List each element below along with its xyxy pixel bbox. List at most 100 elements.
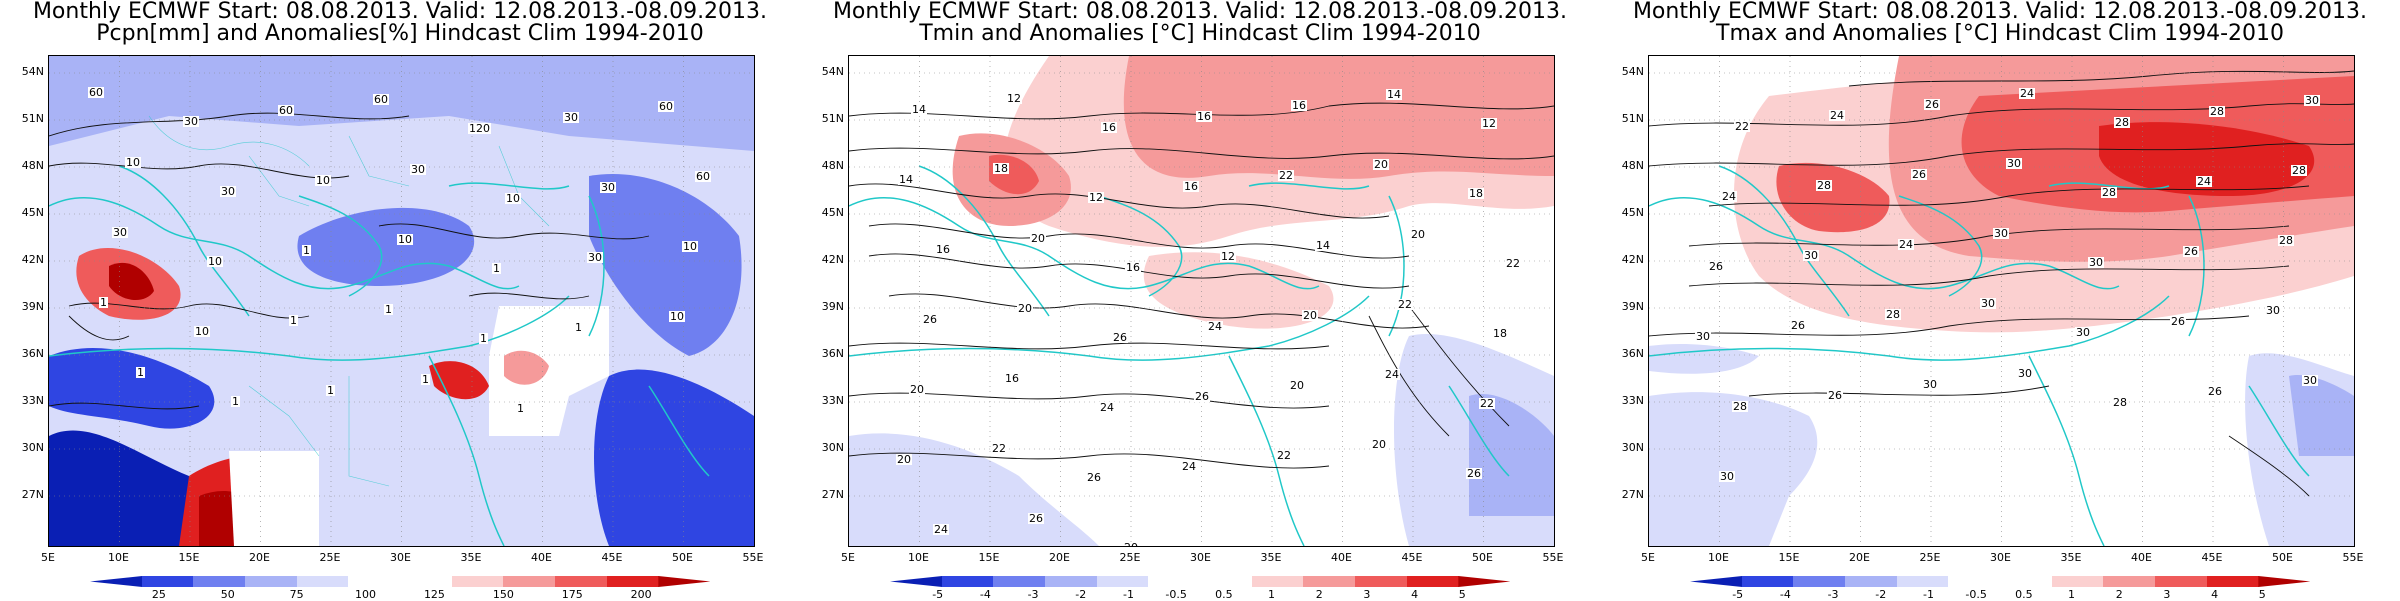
longitude-label: 20E (1849, 551, 1870, 564)
contour-label-bg (1695, 331, 1711, 342)
longitude-label: 5E (841, 551, 855, 564)
latitude-label: 48N (21, 159, 44, 172)
contour-label: 12 (1221, 250, 1235, 263)
contour-label: 26 (1467, 467, 1481, 480)
colorbar-tick-label: -3 (1827, 588, 1839, 601)
colorbar-segment (1690, 576, 1743, 587)
contour-label: 30 (2089, 256, 2103, 269)
contour-label: 30 (2303, 374, 2317, 387)
contour-label: 1 (290, 314, 297, 327)
longitude-label: 45E (2201, 551, 2223, 564)
latitude-label: 45N (1621, 206, 1644, 219)
contour-label-bg (479, 333, 488, 344)
contour-label: 30 (1720, 470, 1734, 483)
contour-label: 20 (1031, 232, 1045, 245)
contour-label: 1 (493, 262, 500, 275)
contour-label: 20 (1124, 541, 1138, 546)
contour-label: 16 (1292, 99, 1306, 112)
contour-label-bg (1708, 261, 1724, 272)
contour-label-bg (1194, 391, 1210, 402)
colorbar-tick-label: -4 (979, 588, 991, 601)
contour-label: 10 (316, 174, 330, 187)
contour-label: 28 (2102, 186, 2116, 199)
contour-label-bg (1291, 100, 1307, 111)
colorbar-tick-label: 3 (1363, 588, 1371, 601)
map-title-line1: Monthly ECMWF Start: 08.08.2013. Valid: … (1632, 0, 2368, 24)
map-title-line1: Monthly ECMWF Start: 08.08.2013. Valid: … (32, 0, 768, 24)
longitude-label: 30E (1190, 551, 1211, 564)
contour-label-bg (1302, 310, 1318, 321)
contour-label-bg (2114, 117, 2130, 128)
colorbar-tick-label: -0.5 (1165, 588, 1187, 601)
contour-label-bg (1289, 380, 1305, 391)
contour-label: 24 (1899, 238, 1913, 251)
contour-label-bg (896, 454, 912, 465)
contour-label-bg (516, 403, 525, 414)
contour-label-bg (1397, 299, 1413, 310)
contour-label-bg (2207, 386, 2223, 397)
longitude-label: 30E (390, 551, 411, 564)
contour-label: 26 (2171, 315, 2185, 328)
coastlines (49, 165, 710, 546)
contour-label-bg (1276, 450, 1292, 461)
contour-label: 24 (1208, 320, 1222, 333)
contour-label-bg (194, 326, 210, 337)
contour-label-bg (1790, 320, 1806, 331)
contour-label-bg (658, 101, 674, 112)
longitude-label: 10E (1708, 551, 1729, 564)
contour-label-bg (922, 314, 938, 325)
contour-label-bg (909, 384, 925, 395)
longitude-label: 55E (742, 551, 764, 564)
latitude-label: 27N (21, 488, 44, 501)
contour-label-bg (1922, 379, 1938, 390)
contour-label: 14 (899, 173, 913, 186)
latitude-label: 36N (821, 347, 844, 360)
contour-label-bg (1410, 229, 1426, 240)
latitude-label: 51N (1621, 112, 1644, 125)
contour-label-bg (492, 263, 501, 274)
contour-label-bg (1829, 110, 1845, 121)
contour-label-bg (207, 256, 223, 267)
contour-label: 16 (1102, 121, 1116, 134)
tmax-anomaly-map: 22 24 26 24 28 28 30 24 28 26 30 28 24 28 26 30 24 30 30 26… (1648, 55, 2355, 547)
contour-label: 1 (517, 402, 524, 415)
longitude-label: 25E (1919, 551, 1941, 564)
contour-label: 20 (1374, 158, 1388, 171)
contour-label: 22 (992, 442, 1006, 455)
colorbar-tick-label: 1 (1268, 588, 1276, 601)
contour-label-bg (112, 227, 128, 238)
longitude-label: 35E (460, 551, 482, 564)
latitude-label: 30N (21, 441, 44, 454)
contour-label-bg (384, 304, 393, 315)
contour-label-bg (1479, 398, 1495, 409)
contour-label: 20 (1303, 309, 1317, 322)
colorbar-tick-label: -5 (932, 588, 944, 601)
contour-label: 10 (683, 240, 697, 253)
contour-label-bg (1123, 542, 1139, 546)
contour-label: 14 (1316, 239, 1330, 252)
latitude-label: 39N (1621, 300, 1644, 313)
contour-label-bg (2265, 305, 2281, 316)
colorbar-segment (1741, 576, 1794, 587)
contour-label: 26 (1791, 319, 1805, 332)
colorbar-tick-label: 3 (2163, 588, 2171, 601)
panel-tmin: Monthly ECMWF Start: 08.08.2013. Valid: … (800, 0, 1600, 601)
contour-label-bg (1030, 233, 1046, 244)
contour-label: 24 (2197, 175, 2211, 188)
colorbar-segment (1406, 576, 1459, 587)
colorbar-tick-label: 5 (2258, 588, 2266, 601)
longitude-label: 35E (1260, 551, 1282, 564)
contour-label-bg (1732, 401, 1748, 412)
contour-label: 30 (2007, 157, 2021, 170)
contour-label-bg (935, 244, 951, 255)
contour-label-bg (1101, 122, 1117, 133)
contour-label: 28 (1817, 179, 1831, 192)
contour-label: 30 (2266, 304, 2280, 317)
colorbar-tick-label: -5 (1732, 588, 1744, 601)
contour-label: 24 (1830, 109, 1844, 122)
longitude-label: 20E (249, 551, 270, 564)
colorbar-segment (296, 576, 349, 587)
contour-label: 24 (1100, 401, 1114, 414)
contour-label: 10 (195, 325, 209, 338)
contour-label: 18 (1493, 327, 1507, 340)
